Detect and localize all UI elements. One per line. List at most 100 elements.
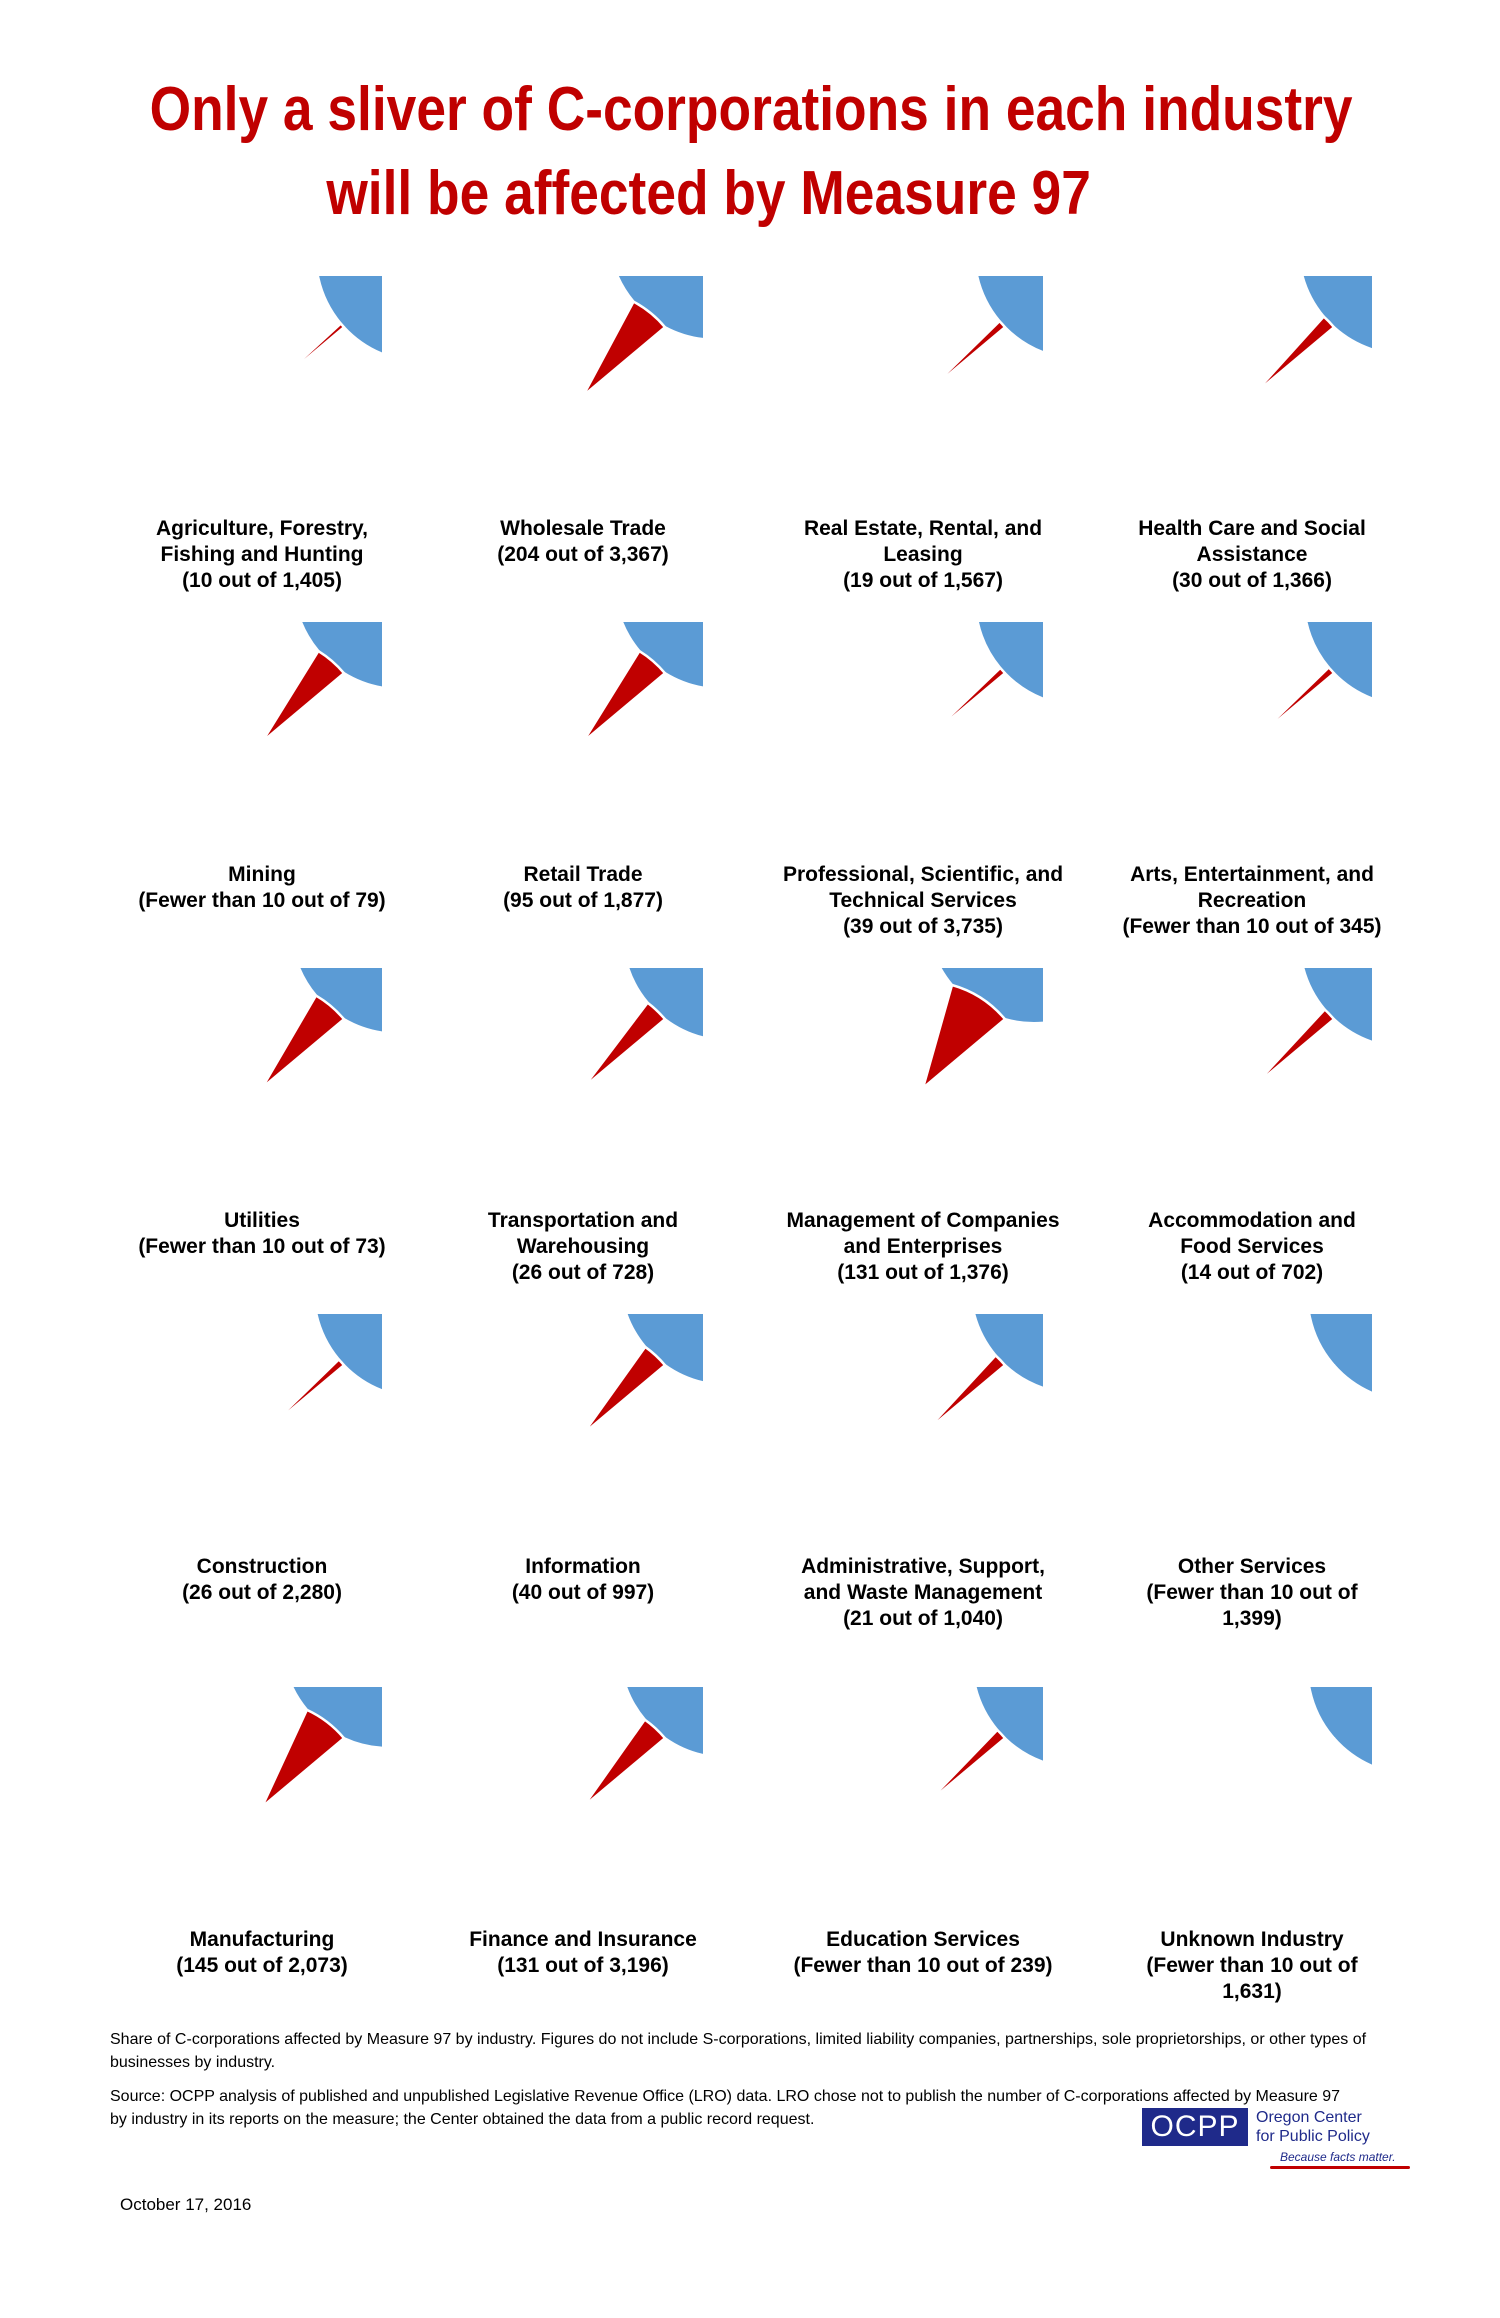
pie-label-line: Real Estate, Rental, and — [803, 517, 1043, 540]
pie-svg — [260, 276, 382, 398]
pie-label-line: Manufacturing — [189, 1928, 335, 1951]
logo-name: Oregon Center for Public Policy — [1256, 2108, 1370, 2146]
pie-slice-not-affected — [1250, 622, 1372, 744]
pie-svg — [260, 968, 382, 1090]
title-line-1: Only a sliver of C-corporations in each … — [149, 75, 1353, 144]
pie-label: Finance and Insurance (131 out of 3,196) — [433, 1927, 733, 1979]
pie-chart: Management of Companies and Enterprises (1… — [773, 968, 1073, 1286]
pie-chart: Mining (Fewer than 10 out of 79) — [112, 622, 412, 914]
pie-label-line: Warehousing — [516, 1235, 650, 1258]
pie-label-line: (14 out of 702) — [1180, 1261, 1324, 1284]
pie-label-line: Mining — [228, 863, 296, 886]
pie-svg — [581, 1314, 703, 1436]
pie-svg — [921, 1687, 1043, 1809]
publication-date: October 17, 2016 — [120, 2195, 252, 2214]
pie-label-line: (Fewer than 10 out of — [1146, 1581, 1358, 1604]
pie-slice-affected — [581, 1345, 667, 1436]
pie-label: Utilities (Fewer than 10 out of 73) — [112, 1208, 412, 1260]
pie-slice-affected — [260, 1358, 346, 1436]
ocpp-logo: OCPP Oregon Center for Public Policy Bec… — [1142, 2108, 1412, 2174]
pie-label-line: Transportation and — [487, 1209, 679, 1232]
source-note: Source: OCPP analysis of published and u… — [110, 2088, 1341, 2128]
pie-svg — [581, 968, 703, 1090]
pie-svg — [921, 622, 1043, 744]
pie-label-line: Construction — [196, 1555, 328, 1578]
pie-label: Wholesale Trade (204 out of 3,367) — [433, 516, 733, 568]
pie-label-line: (21 out of 1,040) — [843, 1607, 1003, 1630]
pie-slice-affected — [1250, 1362, 1336, 1436]
pie-chart: Finance and Insurance (131 out of 3,196) — [433, 1687, 733, 1979]
pie-slice-not-affected — [921, 276, 1043, 398]
pie-svg — [260, 1687, 382, 1809]
logo-abbrev: OCPP — [1142, 2108, 1248, 2146]
pie-label: Information (40 out of 997) — [433, 1554, 733, 1606]
pie-label-line: 1,399) — [1222, 1607, 1282, 1630]
pie-svg — [921, 1314, 1043, 1436]
pie-chart: Education Services (Fewer than 10 out of … — [773, 1687, 1073, 1979]
pie-label-line: Management of Companies — [786, 1209, 1060, 1232]
pie-svg — [1250, 1687, 1372, 1809]
pie-chart: Construction (26 out of 2,280) — [112, 1314, 412, 1606]
pie-slice-affected — [1250, 1735, 1336, 1809]
pie-chart: Retail Trade (95 out of 1,877) — [433, 622, 733, 914]
pie-label-line: (39 out of 3,735) — [843, 915, 1003, 938]
chart-title: Only a sliver of C-corporations in each … — [149, 68, 1353, 236]
pie-slice-affected — [921, 1728, 1007, 1809]
pie-label-line: (131 out of 3,196) — [497, 1954, 669, 1977]
pie-label: Administrative, Support, and Waste Manage… — [773, 1554, 1073, 1632]
pie-slice-affected — [921, 983, 1007, 1090]
logo-tagline: Because facts matter. — [1280, 2150, 1396, 2164]
pie-chart: Manufacturing (145 out of 2,073) — [112, 1687, 412, 1979]
pie-label-line: (204 out of 3,367) — [497, 543, 669, 566]
pie-label-line: (95 out of 1,877) — [503, 889, 663, 912]
pie-label-line: Utilities — [224, 1209, 300, 1232]
pie-svg — [260, 1314, 382, 1436]
pie-label-line: (Fewer than 10 out of 239) — [793, 1954, 1053, 1977]
pie-chart: Accommodation and Food Services (14 out of… — [1102, 968, 1402, 1286]
pie-label-line: Fishing and Hunting — [160, 543, 364, 566]
pie-label: Accommodation and Food Services (14 out of… — [1102, 1208, 1402, 1286]
pie-label-line: Education Services — [826, 1928, 1020, 1951]
pie-label: Retail Trade (95 out of 1,877) — [433, 862, 733, 914]
pie-slice-affected — [1250, 1008, 1336, 1090]
pie-label: Professional, Scientific, and Technical S… — [773, 862, 1073, 940]
pie-slice-affected — [581, 300, 667, 398]
pie-slice-affected — [581, 1718, 667, 1809]
pie-chart: Unknown Industry (Fewer than 10 out of 1,6… — [1102, 1687, 1402, 2005]
pie-label-line: 1,631) — [1222, 1980, 1282, 2003]
pie-chart: Health Care and Social Assistance (30 out … — [1102, 276, 1402, 594]
pie-slice-affected — [1250, 666, 1336, 744]
pie-label-line: Assistance — [1196, 543, 1308, 566]
pie-label-line: Administrative, Support, — [801, 1555, 1045, 1578]
pie-chart: Utilities (Fewer than 10 out of 73) — [112, 968, 412, 1260]
pie-label-line: (Fewer than 10 out of 345) — [1122, 915, 1382, 938]
pie-label-line: (10 out of 1,405) — [182, 569, 342, 592]
pie-label-line: Agriculture, Forestry, — [156, 517, 368, 540]
pie-label: Manufacturing (145 out of 2,073) — [112, 1927, 412, 1979]
pie-chart: Real Estate, Rental, and Leasing (19 out o… — [773, 276, 1073, 594]
pie-label-line: (26 out of 2,280) — [182, 1581, 342, 1604]
pie-label: Arts, Entertainment, and Recreation (Fewer… — [1102, 862, 1402, 940]
pie-svg — [260, 622, 382, 744]
pie-label-line: (26 out of 728) — [511, 1261, 655, 1284]
pie-label-line: (Fewer than 10 out of 79) — [138, 889, 386, 912]
pie-label-line: (40 out of 997) — [511, 1581, 655, 1604]
pie-svg — [581, 276, 703, 398]
pie-label-line: Information — [525, 1555, 641, 1578]
pie-slice-affected — [921, 319, 1007, 398]
pie-slice-not-affected — [260, 276, 382, 398]
pie-label-line: Wholesale Trade — [500, 517, 666, 540]
pie-svg — [1250, 1314, 1372, 1436]
pie-slice-affected — [921, 1354, 1007, 1436]
pie-label: Agriculture, Forestry, Fishing and Huntin… — [112, 516, 412, 594]
description-note: Share of C-corporations affected by Meas… — [110, 2031, 1367, 2071]
pie-label: Transportation and Warehousing (26 out of … — [433, 1208, 733, 1286]
pie-slice-affected — [260, 649, 346, 744]
pie-label-line: Leasing — [883, 543, 963, 566]
pie-chart: Professional, Scientific, and Technical S… — [773, 622, 1073, 940]
pie-label-line: (Fewer than 10 out of — [1146, 1954, 1358, 1977]
pie-svg — [1250, 968, 1372, 1090]
pie-label-line: (Fewer than 10 out of 73) — [138, 1235, 386, 1258]
pie-label-line: Technical Services — [829, 889, 1017, 912]
pie-label-line: Finance and Insurance — [469, 1928, 697, 1951]
